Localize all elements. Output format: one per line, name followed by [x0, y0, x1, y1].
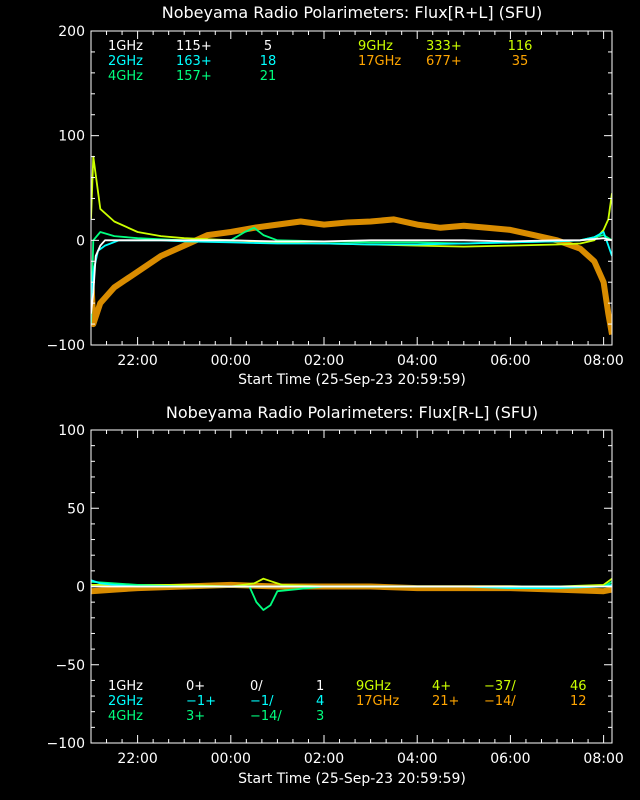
series-layer [91, 155, 612, 336]
legend-extra: 18 [260, 54, 277, 69]
legend-ratio: −14/ [484, 694, 516, 709]
legend-extra: 46 [570, 679, 587, 694]
x-tick-label: 02:00 [304, 751, 344, 767]
legend: 1GHz 0+ 0/1 2GHz −1+ −1/4 4GHz 3+ −14/3 9GHz 4+ −37… [108, 679, 587, 724]
legend-band-label: 9GHz [356, 679, 391, 694]
legend-extra: 4 [316, 694, 324, 709]
x-tick-label: 02:00 [304, 353, 344, 369]
legend-band-label: 4GHz [108, 69, 143, 84]
x-tick-label: 04:00 [397, 353, 437, 369]
legend-value: 163+ [176, 54, 212, 69]
legend-band-label: 4GHz [108, 709, 143, 724]
series-line-1ghz [91, 237, 612, 314]
x-tick-label: 00:00 [211, 751, 251, 767]
legend-band-label: 1GHz [108, 679, 143, 694]
legend-band-label: 2GHz [108, 694, 143, 709]
legend-extra: 21 [260, 69, 277, 84]
plot-frame [90, 30, 613, 346]
legend-value: 157+ [176, 69, 212, 84]
legend-extra: 5 [264, 39, 272, 54]
x-tick-label: 08:00 [583, 353, 623, 369]
chart-title: Nobeyama Radio Polarimeters: Flux[R+L] (… [162, 3, 542, 22]
legend-band-label: 2GHz [108, 54, 143, 69]
legend-value: 3+ [186, 709, 205, 724]
legend-value: 4+ [432, 679, 451, 694]
legend-extra: 3 [316, 709, 324, 724]
y-tick-label: 0 [76, 580, 85, 596]
x-tick-label: 06:00 [490, 751, 530, 767]
legend-band-label: 17GHz [358, 54, 401, 69]
legend-band-label: 17GHz [356, 694, 399, 709]
series-layer [91, 577, 612, 611]
y-tick-label: −50 [55, 658, 85, 674]
legend-value: −1+ [186, 694, 216, 709]
legend: 1GHz 115+ 5 2GHz 163+ 18 4GHz 157+ 21 9GHz 333+ 116… [108, 39, 532, 84]
legend-ratio: −1/ [250, 694, 274, 709]
legend-value: 677+ [426, 54, 462, 69]
legend-value: 0+ [186, 679, 205, 694]
y-tick-label: −100 [47, 338, 85, 354]
x-tick-label: 00:00 [211, 353, 251, 369]
legend-band-label: 1GHz [108, 39, 143, 54]
legend-value: 115+ [176, 39, 212, 54]
y-tick-label: 100 [58, 423, 85, 439]
legend-extra: 1 [316, 679, 324, 694]
x-tick-label: 22:00 [117, 353, 157, 369]
legend-extra: 35 [512, 54, 529, 69]
y-tick-label: −100 [47, 736, 85, 752]
tick-layer: −100 −50 0 50 100 22:00 00:00 02:00 04:00 06:00 08… [47, 423, 624, 767]
legend-ratio: −14/ [250, 709, 282, 724]
legend-extra: 116 [508, 39, 533, 54]
tick-layer: −100 0 100 200 22:00 00:00 02:00 04:00 06:00 08:0… [47, 24, 624, 369]
x-axis-label: Start Time (25-Sep-23 20:59:59) [238, 771, 466, 787]
panel-difference: Nobeyama Radio Polarimeters: Flux[R-L] (… [47, 403, 624, 787]
legend-extra: 12 [570, 694, 587, 709]
legend-value: 21+ [432, 694, 459, 709]
chart-title: Nobeyama Radio Polarimeters: Flux[R-L] (… [166, 403, 538, 422]
y-tick-label: 100 [58, 129, 85, 145]
y-tick-label: 0 [76, 233, 85, 249]
x-tick-label: 08:00 [583, 751, 623, 767]
y-tick-label: 200 [58, 24, 85, 40]
x-axis-label: Start Time (25-Sep-23 20:59:59) [238, 372, 466, 388]
legend-band-label: 9GHz [358, 39, 393, 54]
y-tick-label: 50 [67, 501, 85, 517]
legend-ratio: −37/ [484, 679, 516, 694]
x-tick-label: 06:00 [490, 353, 530, 369]
legend-value: 333+ [426, 39, 462, 54]
legend-ratio: 0/ [250, 679, 263, 694]
x-tick-label: 04:00 [397, 751, 437, 767]
panel-sum: Nobeyama Radio Polarimeters: Flux[R+L] (… [47, 3, 624, 388]
x-tick-label: 22:00 [117, 751, 157, 767]
